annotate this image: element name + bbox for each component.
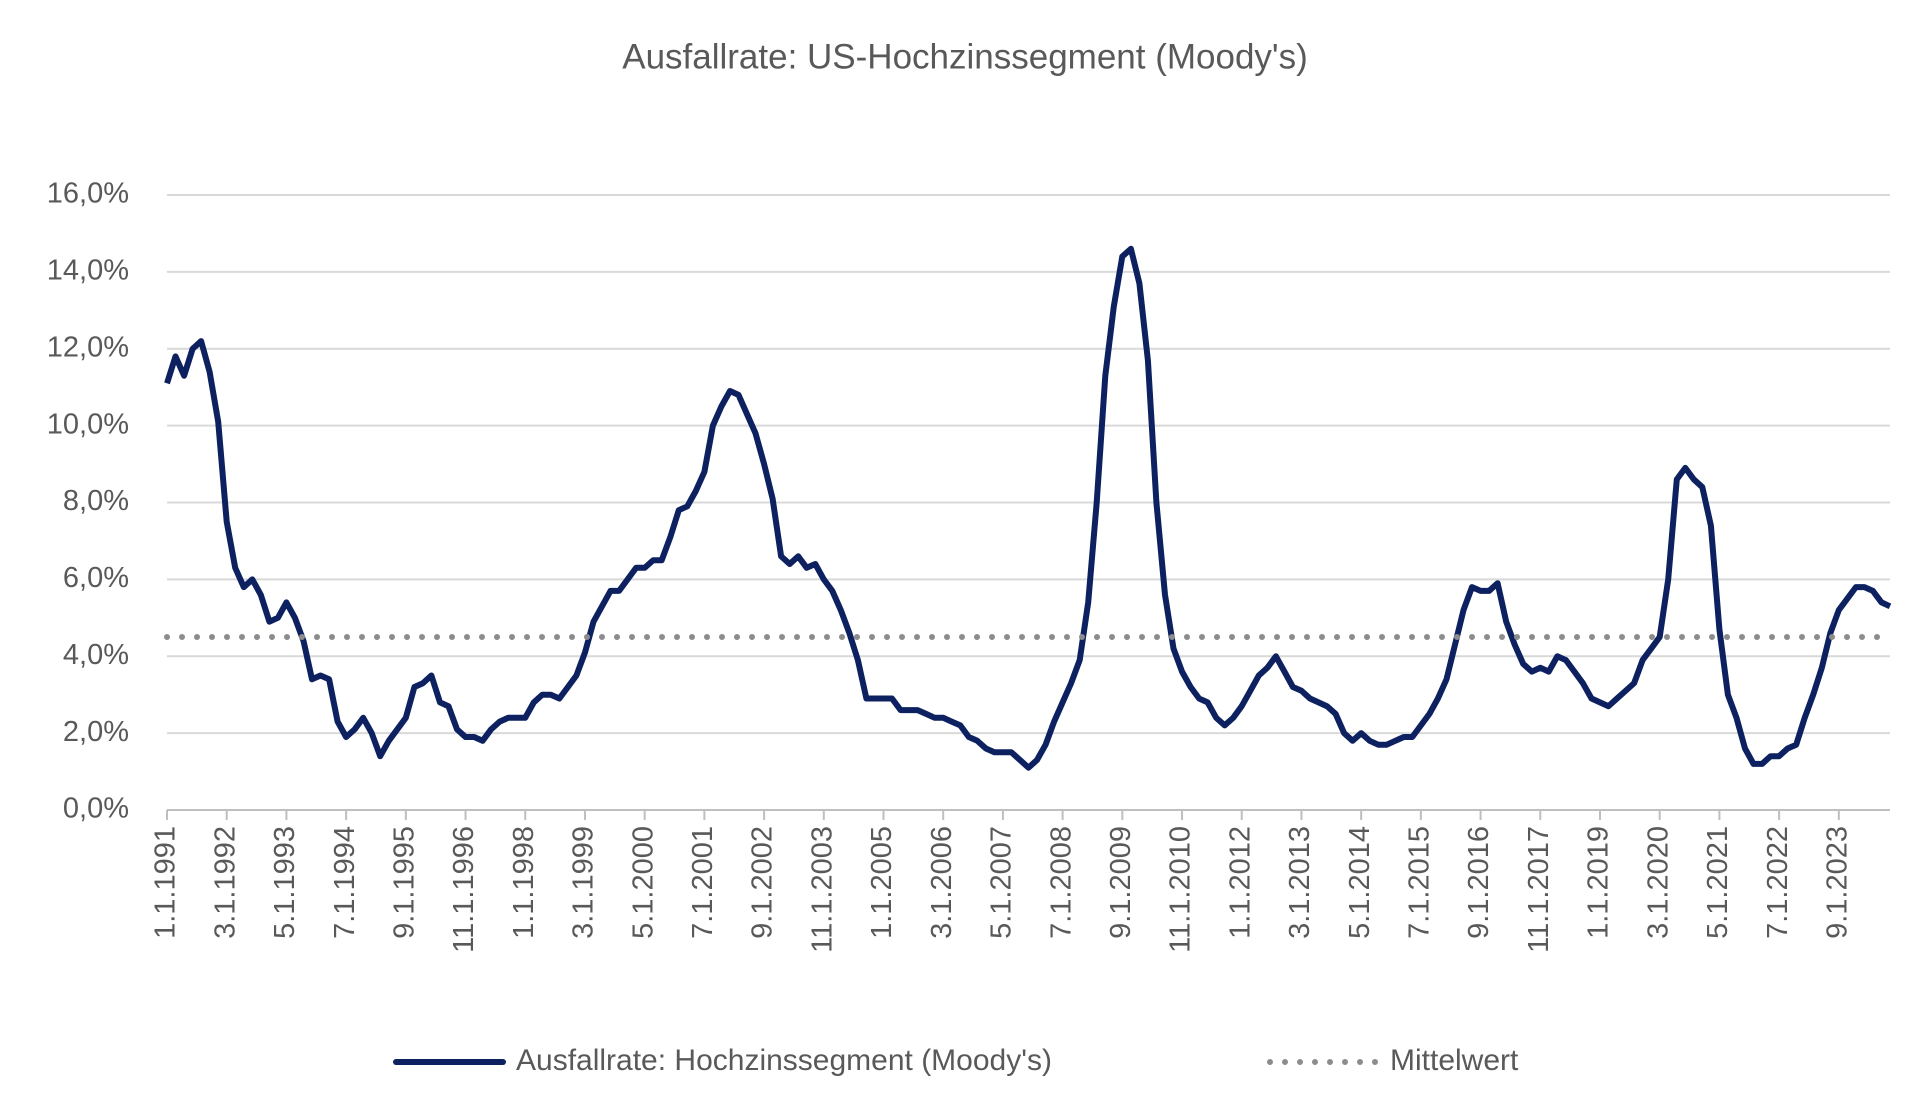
x-tick-label: 9.1.1995 bbox=[388, 826, 420, 939]
x-tick-label: 9.1.2023 bbox=[1821, 826, 1853, 939]
x-tick-label: 11.1.2017 bbox=[1523, 826, 1555, 953]
x-tick-label: 11.1.2010 bbox=[1165, 826, 1197, 953]
x-tick-label: 3.1.1992 bbox=[209, 826, 241, 939]
chart-title: Ausfallrate: US-Hochzinssegment (Moody's… bbox=[622, 37, 1308, 76]
x-tick-label: 3.1.2013 bbox=[1284, 826, 1316, 939]
x-tick-label: 5.1.2000 bbox=[627, 826, 659, 939]
legend-label: Mittelwert bbox=[1390, 1044, 1519, 1077]
x-tick-label: 1.1.2012 bbox=[1224, 826, 1256, 939]
x-tick-label: 5.1.1993 bbox=[269, 826, 301, 939]
data-line bbox=[164, 245, 1892, 771]
x-tick-label: 5.1.2014 bbox=[1344, 826, 1376, 939]
x-tick-label: 11.1.2003 bbox=[806, 826, 838, 953]
y-tick-label: 6,0% bbox=[63, 562, 129, 594]
x-tick-label: 5.1.2021 bbox=[1702, 826, 1734, 939]
x-tick-label: 3.1.2006 bbox=[926, 826, 958, 939]
x-tick-label: 3.1.1999 bbox=[568, 826, 600, 939]
x-tick-label: 1.1.1991 bbox=[150, 826, 182, 939]
x-tick-label: 7.1.2015 bbox=[1404, 826, 1436, 939]
y-tick-label: 12,0% bbox=[47, 331, 129, 363]
y-tick-label: 10,0% bbox=[47, 408, 129, 440]
y-tick-label: 2,0% bbox=[63, 716, 129, 748]
x-tick-label: 3.1.2020 bbox=[1642, 826, 1674, 939]
x-tick-label: 5.1.2007 bbox=[986, 826, 1018, 939]
x-tick-label: 1.1.2019 bbox=[1583, 826, 1615, 939]
x-tick-label: 7.1.1994 bbox=[329, 826, 361, 939]
x-tick-label: 7.1.2022 bbox=[1762, 826, 1794, 939]
x-tick-label: 1.1.2005 bbox=[866, 826, 898, 939]
legend-label: Ausfallrate: Hochzinssegment (Moody's) bbox=[516, 1044, 1052, 1077]
y-tick-label: 0,0% bbox=[63, 793, 129, 825]
x-tick-label: 9.1.2016 bbox=[1463, 826, 1495, 939]
x-tick-label: 7.1.2008 bbox=[1045, 826, 1077, 939]
y-tick-label: 8,0% bbox=[63, 485, 129, 517]
x-tick-label: 9.1.2009 bbox=[1105, 826, 1137, 939]
x-tick-label: 7.1.2001 bbox=[687, 826, 719, 939]
y-tick-label: 14,0% bbox=[47, 255, 129, 287]
x-tick-label: 11.1.1996 bbox=[448, 826, 480, 953]
x-tick-label: 1.1.1998 bbox=[508, 826, 540, 939]
y-tick-label: 16,0% bbox=[47, 178, 129, 210]
y-tick-label: 4,0% bbox=[63, 639, 129, 671]
x-tick-label: 9.1.2002 bbox=[747, 826, 779, 939]
